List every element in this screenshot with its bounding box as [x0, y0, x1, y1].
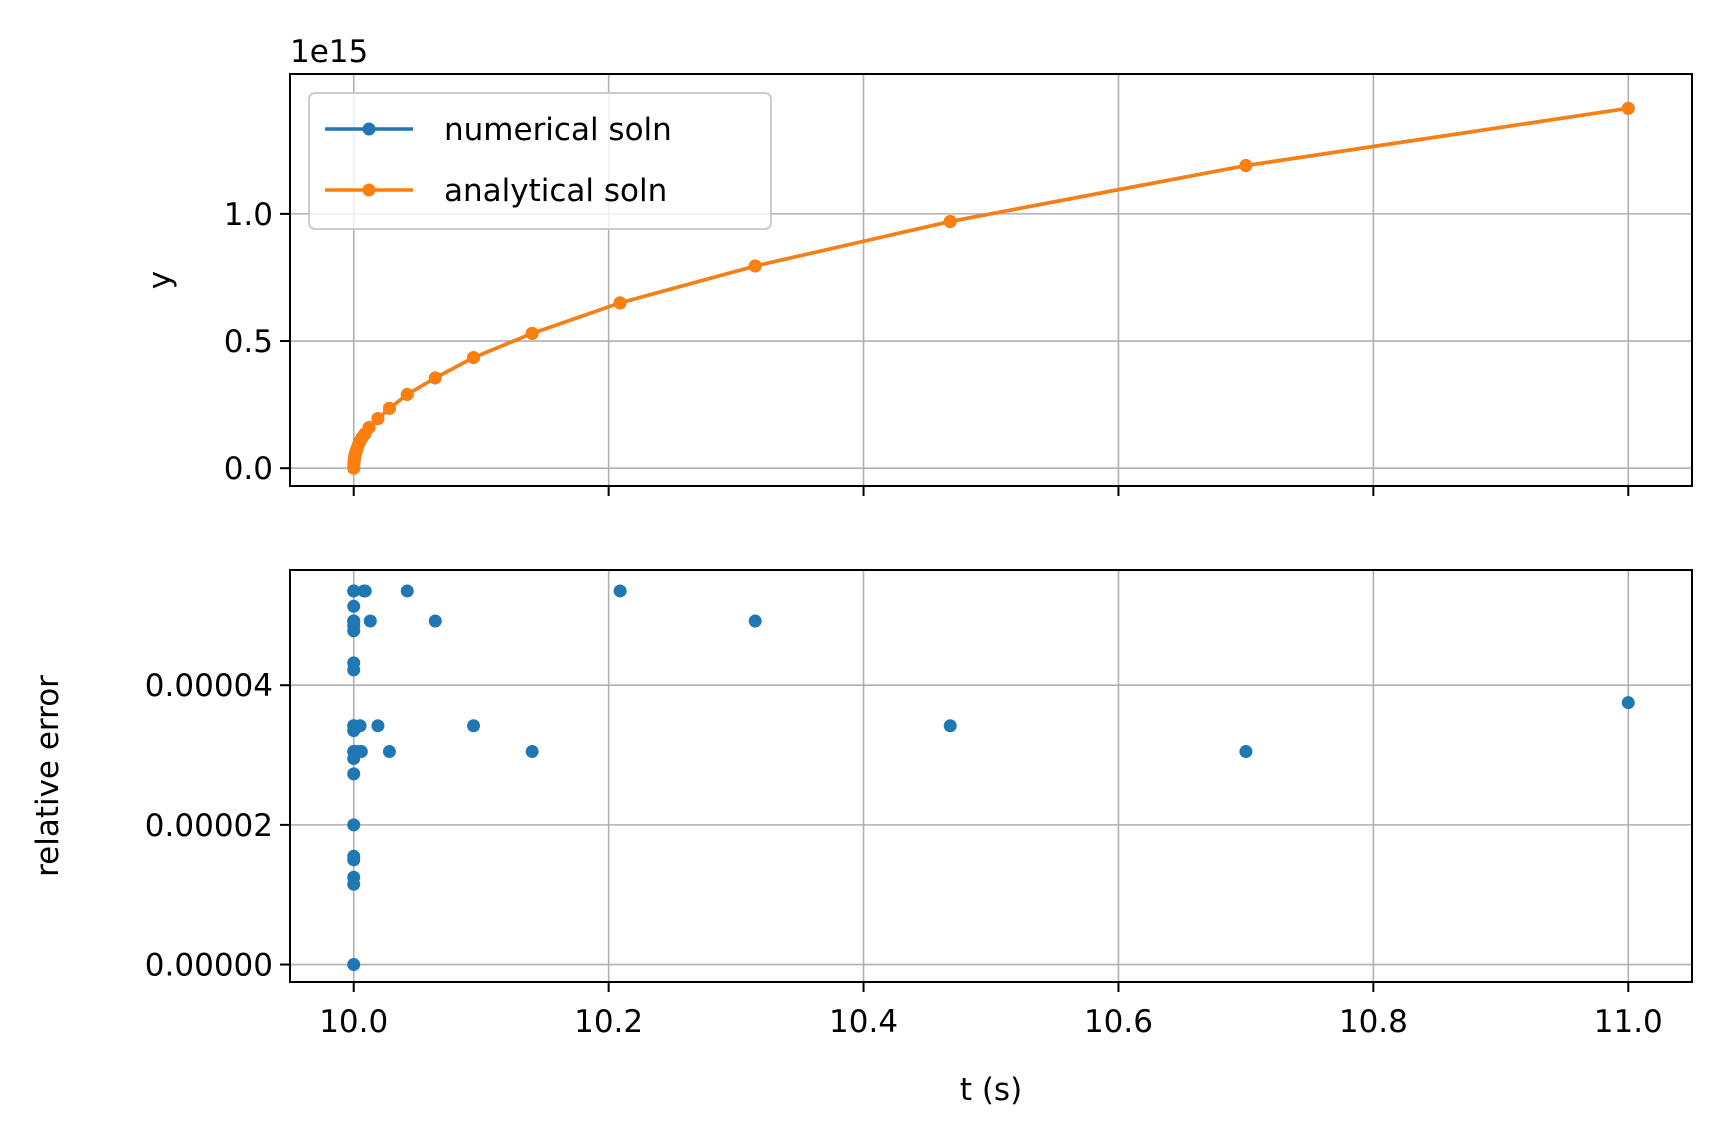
top-offset-text: 1e15 [290, 34, 368, 70]
error-point [613, 584, 627, 598]
error-point [943, 719, 957, 733]
bottom-xtick-label: 10.8 [1339, 1004, 1408, 1040]
error-point [347, 870, 361, 884]
legend-entry-numerical: numerical soln [325, 112, 672, 148]
bottom-ticks: 10.0 10.2 10.4 10.6 10.8 11.0 0.00000 0.00002 0.… [145, 668, 1663, 1040]
legend-marker-analytical [362, 183, 376, 197]
error-point [347, 958, 361, 972]
error-point [347, 767, 361, 781]
bottom-xtick-label: 10.4 [829, 1004, 898, 1040]
bottom-xlabel: t (s) [960, 1072, 1022, 1108]
bottom-ytick-label: 0.00000 [145, 948, 273, 984]
point-analytical [525, 326, 539, 340]
error-point [347, 818, 361, 832]
bottom-scatter-points [347, 584, 1635, 972]
error-point [382, 745, 396, 759]
top-axes-frame [289, 73, 1693, 487]
legend-entry-analytical: analytical soln [325, 173, 667, 209]
error-point [1239, 745, 1253, 759]
error-point [347, 656, 361, 670]
legend-label-analytical: analytical soln [444, 173, 667, 209]
bottom-grid [290, 570, 1692, 982]
error-point [525, 745, 539, 759]
error-point [467, 719, 481, 733]
bottom-xtick-label: 10.6 [1084, 1004, 1153, 1040]
bottom-axes: 10.0 10.2 10.4 10.6 10.8 11.0 0.00000 0.00002 0.… [30, 569, 1693, 1108]
legend-frame [308, 92, 772, 230]
error-point [371, 719, 385, 733]
top-ytick-label: 1.0 [224, 197, 273, 233]
bottom-axes-frame [289, 569, 1693, 983]
top-ylabel: y [142, 271, 178, 289]
top-ytick-label: 0.0 [224, 451, 273, 487]
point-analytical [362, 421, 376, 435]
error-point [400, 584, 414, 598]
point-analytical [1239, 159, 1253, 173]
error-point [748, 614, 762, 628]
legend: numerical soln analytical soln [308, 92, 772, 230]
point-analytical [371, 412, 385, 426]
bottom-ytick-label: 0.00004 [145, 668, 273, 704]
bottom-ylabel: relative error [30, 675, 66, 877]
error-point [353, 719, 367, 733]
point-analytical [467, 351, 481, 365]
error-point [428, 614, 442, 628]
point-analytical [428, 371, 442, 385]
error-point [1621, 696, 1635, 710]
point-analytical [748, 259, 762, 273]
legend-marker-numerical [362, 122, 376, 136]
top-markers [347, 101, 1635, 475]
point-analytical [400, 387, 414, 401]
legend-label-numerical: numerical soln [444, 112, 672, 148]
bottom-xtick-label: 11.0 [1594, 1004, 1663, 1040]
error-point [363, 614, 377, 628]
bottom-xtick-label: 10.2 [574, 1004, 643, 1040]
bottom-xtick-label: 10.0 [319, 1004, 388, 1040]
point-analytical [613, 296, 627, 310]
top-ytick-label: 0.5 [224, 324, 273, 360]
error-point [347, 584, 361, 598]
top-axes: 0.0 0.5 1.0 1e15 y numerical soln analytic… [142, 34, 1693, 496]
point-analytical [1621, 101, 1635, 115]
point-analytical [382, 401, 396, 415]
error-point [358, 584, 372, 598]
error-point [347, 614, 361, 628]
error-point [354, 745, 368, 759]
error-point [347, 849, 361, 863]
error-point [347, 599, 361, 613]
point-analytical [943, 215, 957, 229]
bottom-ytick-label: 0.00002 [145, 808, 273, 844]
top-ticks: 0.0 0.5 1.0 [224, 197, 1630, 496]
